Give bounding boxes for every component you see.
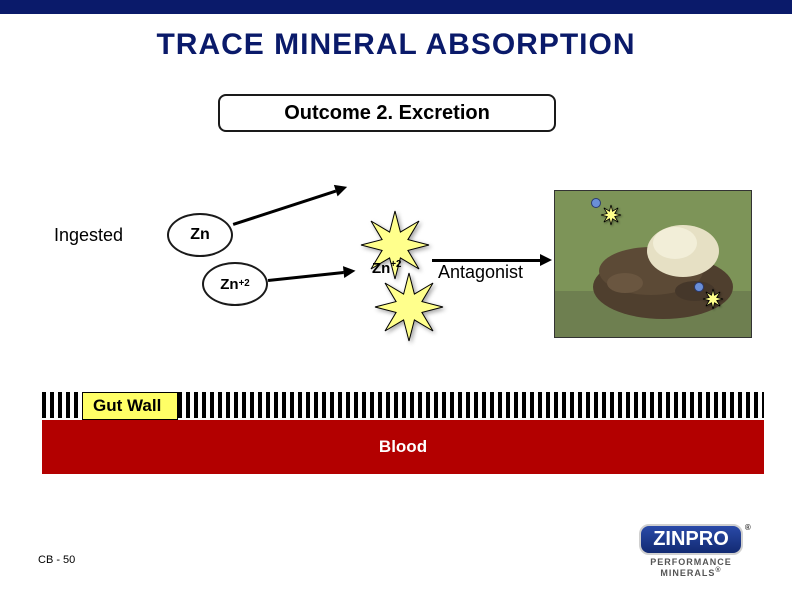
excretion-photo-svg xyxy=(555,191,751,337)
antagonist-label: Antagonist xyxy=(438,262,523,283)
zn-plus2-over-base: Zn xyxy=(372,260,390,277)
blood-band: Blood xyxy=(42,420,764,474)
gut-wall-label: Gut Wall xyxy=(82,392,178,420)
zn-plus2-base: Zn xyxy=(220,276,238,293)
zn-plus2-oval: Zn+2 xyxy=(202,262,268,306)
outcome-box: Outcome 2. Excretion xyxy=(218,94,556,132)
registered-icon: ® xyxy=(745,524,751,532)
gut-wall-text: Gut Wall xyxy=(93,396,161,416)
burst-star-icon xyxy=(374,272,444,342)
brand-logo: ZINPRO ® PERFORMANCE MINERALS® xyxy=(618,524,764,578)
zn-plus2-over-sup: +2 xyxy=(390,259,401,270)
mini-burst-star-icon xyxy=(600,204,622,226)
blood-text: Blood xyxy=(379,437,427,457)
zn-oval-text: Zn xyxy=(190,226,210,244)
excretion-photo xyxy=(554,190,752,338)
zn-plus2-over-star: Zn+2 xyxy=(372,260,401,277)
brand-name: ZINPRO xyxy=(653,528,729,550)
zn-oval: Zn xyxy=(167,213,233,257)
page-title: TRACE MINERAL ABSORPTION xyxy=(0,28,792,62)
mini-burst-star-icon xyxy=(702,288,724,310)
brand-tagline: PERFORMANCE MINERALS® xyxy=(618,557,764,578)
ingested-label: Ingested xyxy=(54,225,123,246)
top-bar xyxy=(0,0,792,14)
arrow xyxy=(268,271,356,280)
brand-badge: ZINPRO ® xyxy=(639,524,743,555)
slide-number: CB - 50 xyxy=(38,554,75,566)
arrow xyxy=(233,187,347,224)
outcome-text: Outcome 2. Excretion xyxy=(284,102,490,125)
